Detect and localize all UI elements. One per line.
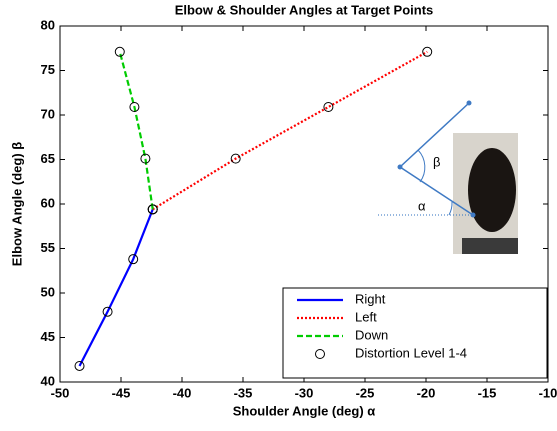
inset-joint xyxy=(398,165,403,170)
inset-joint xyxy=(467,101,472,106)
x-tick-label: -35 xyxy=(234,385,253,400)
chart: Elbow & Shoulder Angles at Target Points… xyxy=(0,0,557,426)
inset-chair xyxy=(462,238,518,254)
y-tick-label: 80 xyxy=(41,17,55,32)
chart-title: Elbow & Shoulder Angles at Target Points xyxy=(175,2,434,17)
x-tick-label: -10 xyxy=(539,385,557,400)
x-tick-label: -25 xyxy=(356,385,375,400)
legend-label: Down xyxy=(355,327,388,342)
x-tick-label: -45 xyxy=(112,385,131,400)
legend-box xyxy=(283,288,547,378)
y-tick-label: 40 xyxy=(41,373,55,388)
x-tick-label: -15 xyxy=(478,385,497,400)
y-axis-label: Elbow Angle (deg) β xyxy=(9,142,24,267)
legend-label: Right xyxy=(355,291,386,306)
inset-label: β xyxy=(433,154,440,169)
inset-joint xyxy=(471,213,476,218)
y-tick-label: 50 xyxy=(41,284,55,299)
legend-label: Distortion Level 1-4 xyxy=(355,345,467,360)
y-tick-label: 65 xyxy=(41,151,55,166)
y-tick-label: 75 xyxy=(41,62,55,77)
y-tick-label: 45 xyxy=(41,329,55,344)
x-tick-label: -30 xyxy=(295,385,314,400)
x-axis-label: Shoulder Angle (deg) α xyxy=(233,403,376,418)
x-tick-label: -20 xyxy=(417,385,436,400)
inset-label: α xyxy=(418,198,426,213)
x-tick-label: -40 xyxy=(173,385,192,400)
y-tick-label: 70 xyxy=(41,106,55,121)
y-tick-label: 60 xyxy=(41,195,55,210)
inset-hair xyxy=(468,148,516,232)
legend-label: Left xyxy=(355,309,377,324)
y-tick-label: 55 xyxy=(41,240,55,255)
